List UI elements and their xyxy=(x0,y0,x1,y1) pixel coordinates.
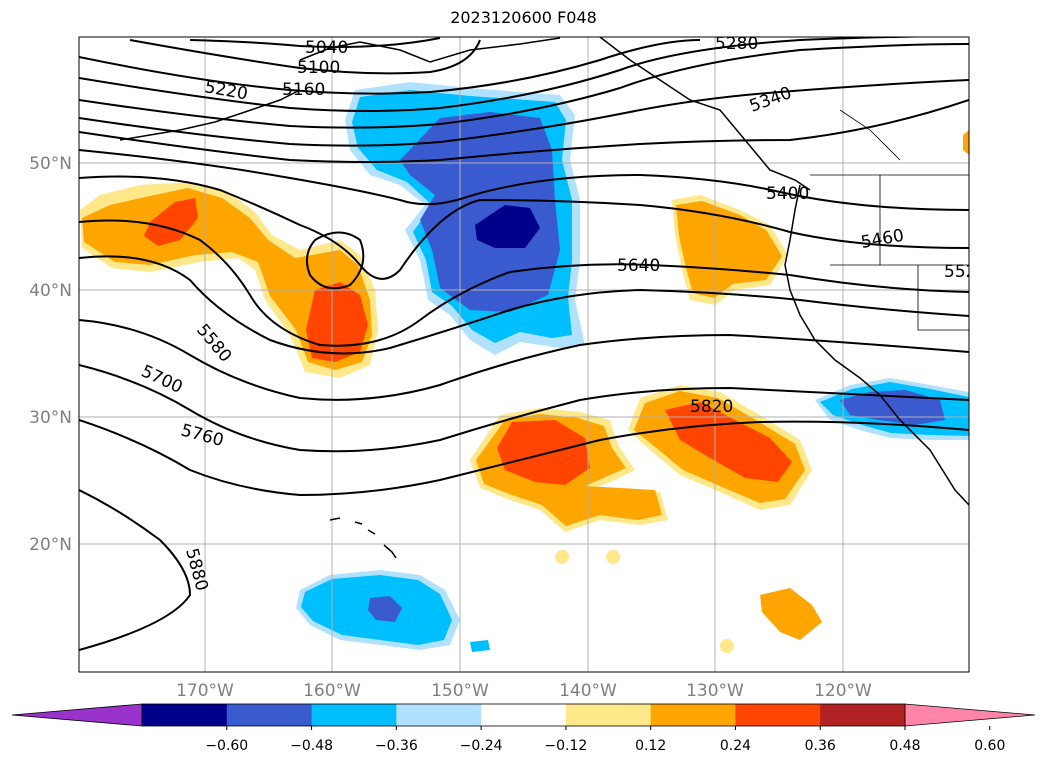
colorbar-tick-label-9: 0.48 xyxy=(889,738,920,754)
colorbar-tick-label-1: −0.60 xyxy=(205,738,248,754)
contour-5880 xyxy=(79,489,192,651)
contour-label-5820: 5820 xyxy=(690,397,733,417)
positive-anomaly-dot-1 xyxy=(555,550,569,564)
contour-label-5280: 5280 xyxy=(715,34,758,54)
negative-anomaly-east-inner xyxy=(840,390,945,425)
positive-anomaly-southeast-core xyxy=(665,402,792,482)
lat-label-30n: 30°N xyxy=(29,408,72,428)
coastlines xyxy=(119,37,969,559)
colorbar-segment-3 xyxy=(311,704,397,726)
colorbar-tick-label-3: −0.36 xyxy=(375,738,418,754)
contour-5400 xyxy=(79,99,969,163)
contour-5640 xyxy=(79,255,969,355)
lon-label-120w: 120°W xyxy=(814,681,872,701)
contour-5760 xyxy=(79,364,969,453)
positive-anomaly-dot-2 xyxy=(606,550,620,564)
contour-5040 xyxy=(189,37,441,48)
positive-anomaly-west-core xyxy=(306,282,368,362)
colorbar-segment-7 xyxy=(650,704,736,726)
colorbar-segment-6 xyxy=(565,704,652,726)
colorbar-extend-low xyxy=(11,703,143,727)
map-title: 2023120600 F048 xyxy=(450,8,597,27)
colorbar-segment-9 xyxy=(820,704,906,726)
positive-anomaly-south-central-core xyxy=(497,420,590,485)
colorbar-tick-label-4: −0.24 xyxy=(460,738,503,754)
lon-label-150w: 150°W xyxy=(431,681,489,701)
positive-anomaly-dot-3 xyxy=(720,639,734,653)
colorbar-tick-label-6: 0.12 xyxy=(635,738,666,754)
contour-5700 xyxy=(79,319,969,401)
positive-anomaly-northeast-mid xyxy=(676,201,782,298)
contour-5220 xyxy=(79,37,969,112)
coastline-aleutians xyxy=(119,89,301,141)
longitude-labels: 170°W 160°W 150°W 140°W 130°W 120°W xyxy=(176,681,872,701)
political-borders xyxy=(810,109,969,331)
colorbar-border xyxy=(141,703,906,727)
lon-label-140w: 140°W xyxy=(559,681,617,701)
contour-5340 xyxy=(79,79,969,147)
lon-label-130w: 130°W xyxy=(686,681,744,701)
colorbar-extend-high xyxy=(904,703,1036,727)
coastline-hawaii xyxy=(329,517,397,559)
colorbar-segment-2 xyxy=(226,704,313,726)
contour-label-5640: 5640 xyxy=(617,256,660,276)
border-states-2 xyxy=(830,264,969,331)
contour-label-5400: 5400 xyxy=(766,184,809,204)
latitude-labels: 50°N 40°N 30°N 20°N xyxy=(29,154,72,555)
contour-5820 xyxy=(79,419,969,497)
contour-label-5040: 5040 xyxy=(305,38,348,58)
contour-label-5520: 5520 xyxy=(944,262,987,282)
contour-5280 xyxy=(79,43,969,129)
coastline-alaska-panhandle xyxy=(599,37,811,191)
negative-anomaly-small xyxy=(470,640,490,652)
colorbar-segment-1 xyxy=(142,704,228,726)
contour-label-5160: 5160 xyxy=(282,80,325,100)
lat-label-20n: 20°N xyxy=(29,535,72,555)
map-frame-border xyxy=(78,36,970,673)
negative-anomaly-central-inner xyxy=(400,112,560,312)
negative-anomaly-hawaii-core xyxy=(368,596,402,622)
contour-5460 xyxy=(79,149,969,211)
coastline-west-us xyxy=(784,184,969,506)
contour-5100 xyxy=(129,39,481,75)
colorbar-tick-label-8: 0.36 xyxy=(805,738,836,754)
positive-anomaly-far-northeast xyxy=(963,130,969,155)
contour-5580 xyxy=(79,219,969,347)
negative-anomaly-central-core xyxy=(475,205,540,248)
colorbar-segment-8 xyxy=(735,704,821,726)
positive-anomaly-far-southeast xyxy=(760,588,822,640)
colorbar-tick-label-10: 0.60 xyxy=(974,738,1005,754)
border-states-3 xyxy=(839,109,901,161)
contour-closed-low xyxy=(305,231,365,290)
gridlines xyxy=(79,37,969,672)
colorbar-tick-label-7: 0.24 xyxy=(720,738,751,754)
colorbar-tick-label-2: −0.48 xyxy=(290,738,333,754)
colorbar-tick-label-5: −0.12 xyxy=(544,738,587,754)
contour-label-5100: 5100 xyxy=(297,58,340,78)
colorbar-segment-4 xyxy=(396,704,482,726)
colorbar-segment-5 xyxy=(481,704,567,726)
lat-label-40n: 40°N xyxy=(29,281,72,301)
height-contours xyxy=(79,37,969,651)
colorbar: −0.60 −0.48 −0.36 −0.24 −0.12 0.12 0.24 0.36 0.4… xyxy=(11,703,1036,754)
contour-5160 xyxy=(79,39,701,95)
map-layer: 5040 5100 5160 5220 5280 5340 5400 5460 … xyxy=(79,34,987,672)
lat-label-50n: 50°N xyxy=(29,154,72,174)
lon-label-160w: 160°W xyxy=(303,681,361,701)
contour-5520 xyxy=(79,175,969,280)
lon-label-170w: 170°W xyxy=(176,681,234,701)
